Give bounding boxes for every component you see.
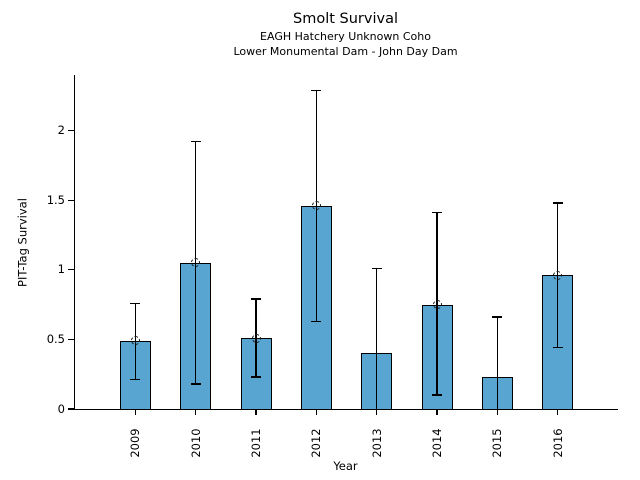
x-axis-tick (255, 410, 257, 415)
error-bar-top-cap (311, 89, 322, 91)
error-bar-top-cap (251, 298, 261, 300)
error-bar (496, 317, 499, 409)
point-marker (553, 270, 563, 280)
error-bar-bottom-cap (130, 379, 141, 381)
x-axis-tick-label: 2014 (430, 428, 444, 458)
x-axis-tick-label: 2013 (369, 428, 384, 458)
chart-subtitle-line1: EAGH Hatchery Unknown Coho (260, 30, 431, 43)
error-bar-top-cap (432, 212, 442, 214)
error-bar-bottom-cap (432, 394, 442, 396)
point-marker (130, 336, 140, 346)
x-axis-tick (195, 410, 197, 415)
y-axis-tick (68, 130, 74, 132)
point-marker (251, 333, 261, 343)
y-axis-tick (68, 199, 74, 201)
error-bar-bottom-cap (311, 320, 322, 323)
x-axis-tick-label: 2011 (249, 428, 263, 458)
error-bar-top-cap (190, 141, 201, 143)
y-axis-tick-label: 1.5 (46, 192, 65, 207)
error-bar-top-cap (371, 267, 382, 270)
error-bar-bottom-cap (552, 347, 563, 349)
chart-subtitle-line2: Lower Monumental Dam - John Day Dam (233, 45, 458, 58)
error-bar-top-cap (492, 316, 503, 318)
x-axis-tick (496, 410, 498, 415)
x-axis-tick (376, 410, 378, 415)
y-axis-tick-label: 2 (57, 123, 65, 138)
y-axis-tick (68, 408, 74, 410)
x-axis-label: Year (333, 459, 358, 473)
error-bar (375, 268, 378, 409)
plot-area: 0 0.5 1 1.5 2 2009 2010 2011 2012 2013 2014 2015 201… (47, 75, 618, 458)
x-axis-tick (557, 410, 559, 415)
x-axis-tick (315, 410, 317, 415)
chart-title: Smolt Survival (293, 11, 398, 27)
x-axis-tick-label: 2015 (490, 428, 505, 458)
x-axis-tick-label: 2010 (188, 428, 203, 458)
error-bar-bottom-cap (251, 376, 261, 378)
error-bar-top-cap (552, 202, 563, 204)
x-axis-tick (134, 410, 136, 415)
y-axis-tick-label: 0 (57, 401, 65, 416)
title-block: Smolt Survival EAGH Hatchery Unknown Coh… (51, 10, 640, 59)
y-axis-tick-label: 0.5 (46, 331, 65, 346)
x-axis-tick-label: 2012 (309, 428, 324, 458)
y-axis-tick (68, 338, 74, 341)
point-marker (311, 201, 321, 211)
y-axis-tick-label: 1 (57, 262, 65, 277)
error-bar-top-cap (130, 302, 141, 304)
y-axis-tick (68, 269, 74, 271)
error-bar-bottom-cap (190, 383, 201, 385)
point-marker (191, 258, 201, 268)
x-axis-tick (436, 410, 438, 415)
point-marker (432, 300, 442, 310)
x-axis-tick-label: 2016 (550, 428, 565, 458)
x-axis-tick-label: 2009 (128, 428, 143, 458)
